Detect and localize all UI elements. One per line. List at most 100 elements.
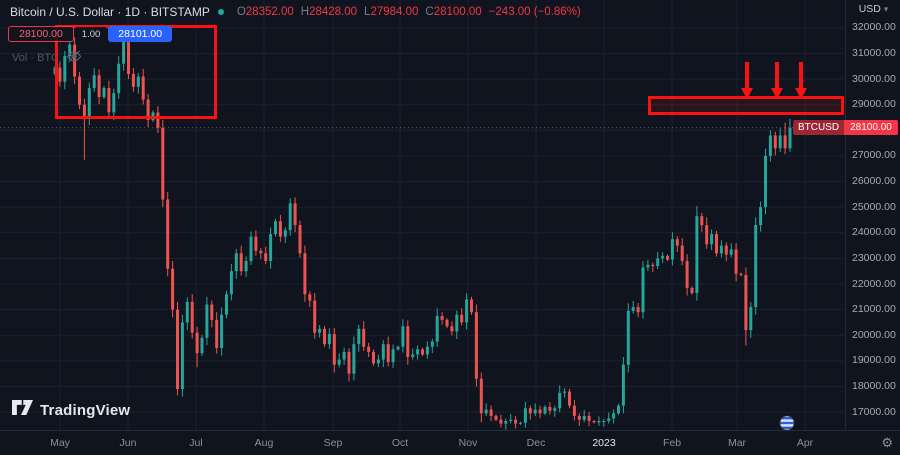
candle-body: [244, 260, 248, 272]
candle-body: [607, 418, 611, 422]
change-value: −243.00 (−0.86%): [488, 6, 581, 18]
spread-value: 1.00: [75, 26, 107, 42]
candle-body: [470, 299, 473, 313]
chevron-down-icon: ▾: [883, 4, 889, 14]
candle-body: [112, 93, 116, 113]
candle-body: [136, 76, 140, 87]
candle-body: [734, 249, 738, 274]
candle-body: [381, 344, 385, 360]
candle-body: [479, 378, 483, 414]
candle-body: [768, 135, 772, 156]
candle-body: [372, 351, 375, 364]
candle-body: [474, 312, 478, 379]
candle-body: [156, 112, 160, 128]
candle-body: [288, 203, 292, 231]
high-value: 28428.00: [309, 6, 358, 18]
candle-body: [401, 326, 405, 347]
instant-trading-widget: 28100.00 1.00 28101.00: [8, 26, 173, 42]
volume-indicator-legend: Vol · BTC: [12, 50, 82, 66]
candle-body: [308, 294, 312, 301]
candle-body: [651, 264, 655, 267]
candle-body: [636, 307, 640, 313]
time-axis-label: Feb: [662, 437, 682, 449]
candle-body: [788, 127, 792, 149]
candle-body: [254, 236, 258, 251]
price-tag-value: 28100.00: [844, 120, 898, 136]
candle-body: [131, 73, 135, 87]
candle-body: [269, 234, 273, 261]
candle-body: [724, 245, 728, 255]
candle-body: [533, 409, 537, 414]
eye-slash-icon[interactable]: [66, 50, 82, 66]
candle-body: [587, 415, 591, 422]
candle-body: [239, 253, 243, 272]
time-axis[interactable]: ⚙ May Jun Jul Aug Sep Oct Nov Dec 2023 Feb Mar Apr: [0, 430, 900, 455]
gear-icon[interactable]: ⚙: [881, 435, 893, 450]
price-axis-label: 23000.00: [852, 251, 896, 264]
candle-body: [357, 328, 361, 345]
candle-body: [455, 314, 459, 332]
candle-body: [572, 405, 576, 416]
candle-body: [523, 408, 527, 423]
candle-body: [715, 234, 718, 254]
candle-body: [719, 245, 723, 254]
market-status-dot: [217, 9, 224, 15]
candle-body: [92, 75, 96, 89]
time-axis-label: Aug: [254, 437, 274, 449]
candle-body: [749, 307, 753, 331]
candle-body: [225, 294, 228, 315]
candle-body: [176, 309, 179, 390]
candle-body: [435, 316, 439, 342]
candle-body: [543, 406, 547, 414]
candle-body: [621, 364, 625, 406]
price-axis-label: 26000.00: [852, 175, 896, 188]
candle-body: [327, 333, 331, 345]
candle-body: [342, 351, 346, 360]
close-value: 28100.00: [433, 6, 482, 18]
candle-body: [778, 135, 782, 149]
candle-body: [773, 135, 777, 149]
low-label: L: [364, 6, 371, 18]
candle-body: [220, 314, 224, 349]
candle-body: [82, 104, 86, 118]
candle-body: [303, 253, 307, 295]
candle-body: [445, 319, 449, 327]
candle-body: [102, 88, 106, 98]
time-axis-label: May: [50, 437, 70, 449]
price-axis-label: 27000.00: [852, 149, 896, 162]
open-label: O: [236, 6, 246, 18]
candle-body: [430, 341, 434, 347]
red-down-arrow-icon: [794, 62, 808, 99]
tradingview-watermark[interactable]: TradingView: [12, 399, 130, 421]
candle-body: [577, 415, 581, 420]
candle-body: [87, 88, 91, 118]
open-value: 28352.00: [245, 6, 294, 18]
time-axis-label: Oct: [391, 437, 409, 449]
sell-button[interactable]: 28100.00: [8, 26, 74, 42]
candle-body: [234, 253, 238, 272]
candle-body: [602, 421, 606, 423]
candle-body: [166, 199, 170, 269]
exchange-logo-badge[interactable]: [779, 415, 795, 436]
tradingview-logo-icon: [12, 399, 33, 421]
candle-body: [489, 409, 493, 416]
price-axis-currency[interactable]: USD ▾: [846, 3, 900, 15]
symbol-title[interactable]: Bitcoin / U.S. Dollar · 1D · BITSTAMP: [10, 5, 210, 19]
price-axis[interactable]: USD ▾ 32000.00 31000.00 30000.00 29000.00 28…: [845, 0, 900, 430]
candle-body: [58, 67, 62, 82]
candle-body: [283, 230, 287, 237]
currency-label: USD: [858, 3, 881, 15]
candle-body: [117, 63, 121, 94]
last-price-tag: BTCUSD 28100.00: [793, 120, 898, 136]
candle-body: [323, 328, 326, 345]
candle-body: [141, 76, 145, 100]
candle-body: [729, 249, 733, 255]
candle-body: [514, 419, 518, 424]
candle-body: [700, 216, 704, 226]
candle-body: [332, 333, 336, 365]
candle-body: [367, 346, 371, 352]
candle-body: [274, 221, 277, 235]
buy-button[interactable]: 28101.00: [108, 26, 173, 42]
candlestick-chart[interactable]: [0, 0, 843, 430]
